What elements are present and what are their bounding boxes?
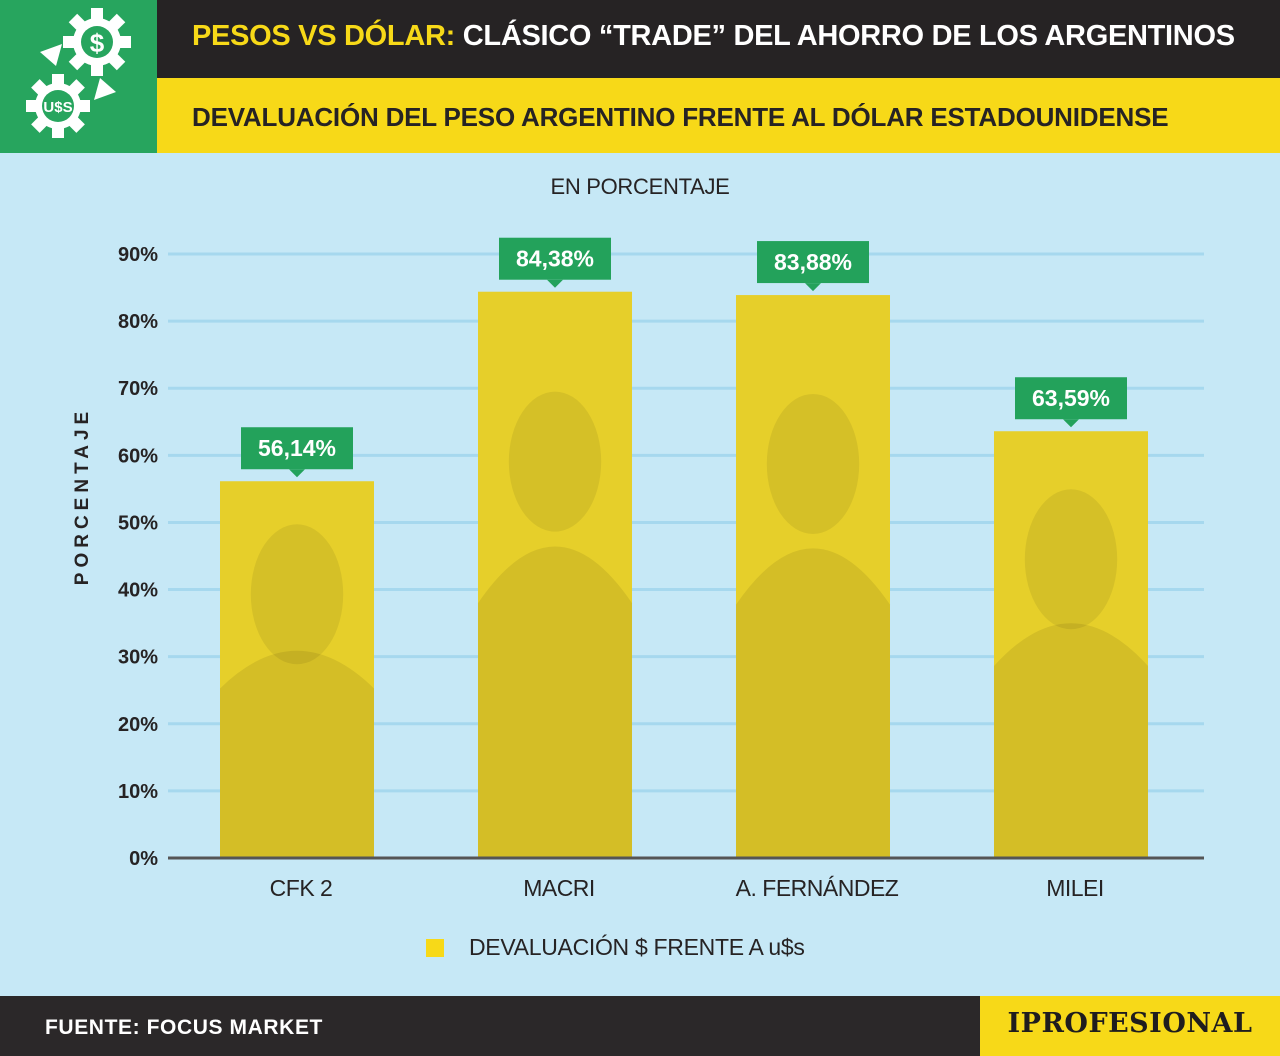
data-label-box (241, 427, 353, 470)
x-tick-label: MACRI (523, 875, 595, 901)
y-tick-label: 20% (118, 714, 158, 736)
header-subtitle-bar (0, 78, 1280, 153)
y-tick-label: 60% (118, 445, 158, 467)
bar-shade (736, 548, 890, 858)
bar (478, 291, 632, 858)
data-label-box (1015, 377, 1127, 420)
logo-dollar-symbol: $ (90, 28, 105, 58)
data-label-pointer (547, 279, 563, 288)
bar-portrait-shade (250, 524, 344, 665)
bar-chart: PORCENTAJE 0% 10% 20% 30% 40% 50% 60% 70% 80% 90% 5… (72, 237, 1204, 901)
y-axis-title: PORCENTAJE (72, 407, 93, 585)
data-label: 84,38% (516, 246, 594, 272)
title-rest: CLÁSICO “TRADE” DEL AHORRO DE LOS ARGENT… (462, 20, 1235, 52)
bar-portrait-shade (766, 393, 860, 534)
data-label: 83,88% (774, 249, 852, 275)
logo: $ U$S (0, 0, 157, 153)
data-label-box (499, 237, 611, 280)
data-label-box (757, 241, 869, 284)
footer-brand-box (980, 996, 1280, 1056)
y-tick-label: 90% (118, 244, 158, 266)
x-tick-label: A. FERNÁNDEZ (736, 875, 899, 901)
brand-logo: IPROFESIONAL (1007, 1008, 1253, 1039)
legend: DEVALUACIÓN $ FRENTE A u$s (426, 934, 805, 961)
x-tick-label: MILEI (1046, 875, 1104, 901)
legend-swatch (426, 938, 444, 957)
y-tick-label: 80% (118, 311, 158, 333)
bar-shade (220, 650, 374, 858)
y-tick-label: 0% (129, 848, 158, 870)
header-title-bar (0, 0, 1280, 78)
x-tick-label: CFK 2 (270, 875, 333, 901)
y-tick-label: 50% (118, 512, 158, 534)
data-label: 63,59% (1032, 385, 1110, 411)
y-tick-label: 40% (118, 580, 158, 602)
bar-shade (478, 546, 632, 858)
gears-dollar-icon: $ U$S (26, 8, 131, 138)
data-label-pointer (1063, 419, 1079, 428)
bar-portrait-shade (1024, 489, 1118, 630)
title-highlight: PESOS VS DÓLAR: (192, 20, 455, 52)
bar-shade (994, 623, 1148, 858)
page-title: PESOS VS DÓLAR: CLÁSICO “TRADE” DEL AHOR… (192, 20, 1235, 53)
legend-label: DEVALUACIÓN $ FRENTE A u$s (469, 934, 805, 960)
y-tick-label: 30% (118, 647, 158, 669)
source-note: FUENTE: FOCUS MARKET (45, 1016, 323, 1039)
bar (220, 481, 374, 858)
data-label-pointer (805, 283, 821, 292)
page-subtitle: DEVALUACIÓN DEL PESO ARGENTINO FRENTE AL… (192, 102, 1169, 132)
unit-note: EN PORCENTAJE (550, 174, 730, 199)
y-tick-label: 70% (118, 378, 158, 400)
bar-portrait-shade (508, 391, 602, 532)
data-label: 56,14% (258, 435, 336, 461)
bar (994, 431, 1148, 858)
data-label-pointer (289, 469, 305, 478)
y-tick-label: 10% (118, 781, 158, 803)
bar (736, 295, 890, 858)
logo-usd-text: U$S (43, 99, 72, 116)
